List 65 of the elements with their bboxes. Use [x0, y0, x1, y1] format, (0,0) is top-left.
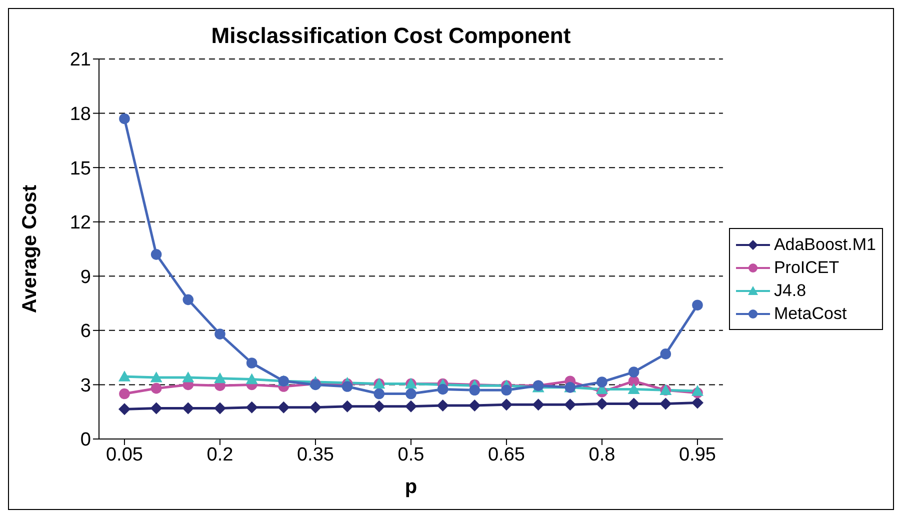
point [628, 383, 640, 394]
y-tick-label: 0 [80, 430, 91, 451]
y-tick-label: 15 [70, 158, 91, 180]
point [214, 402, 226, 414]
x-axis-title: p [404, 476, 418, 498]
point [628, 398, 640, 410]
point [501, 384, 512, 396]
point [214, 328, 226, 340]
x-tick-label: 0.8 [588, 444, 616, 466]
y-tick-label: 9 [80, 266, 91, 288]
x-tick-label: 0.65 [488, 444, 525, 466]
x-tick-label: 0.5 [398, 444, 424, 466]
point [532, 398, 544, 411]
y-tick-label: 3 [80, 375, 91, 396]
point [660, 348, 672, 360]
point [406, 388, 416, 400]
point [500, 398, 512, 411]
point [373, 400, 386, 412]
point [214, 372, 226, 384]
point [437, 384, 448, 395]
point [596, 376, 608, 388]
point [692, 300, 703, 310]
x-tick-label: 0.05 [106, 444, 143, 466]
y-tick-label: 18 [70, 104, 91, 126]
point [150, 402, 162, 414]
point [341, 400, 354, 412]
point [342, 381, 353, 392]
point [119, 113, 130, 124]
point [691, 396, 704, 409]
point [150, 371, 162, 382]
point [118, 370, 130, 382]
point [150, 382, 162, 394]
legend-label: ProICET [774, 257, 840, 279]
point [691, 385, 704, 396]
point [246, 401, 258, 414]
point [374, 388, 385, 400]
point [246, 373, 258, 384]
point [118, 403, 130, 416]
point [436, 400, 449, 412]
point [468, 400, 481, 412]
x-tick-label: 0.35 [296, 444, 334, 466]
legend-label: AdaBoost.M1 [774, 234, 876, 256]
point [182, 371, 194, 382]
y-tick-label: 21 [70, 50, 91, 71]
y-tick-label: 6 [80, 321, 91, 342]
point [182, 402, 194, 414]
legend-label: MetaCost [774, 303, 847, 325]
point [469, 384, 480, 396]
y-tick-label: 12 [70, 212, 91, 234]
point [628, 366, 640, 378]
chart-title: Misclassification Cost Component [210, 23, 572, 49]
x-tick-label: 0.2 [206, 444, 234, 466]
point [404, 400, 417, 412]
point [246, 358, 258, 368]
legend-label: J4.8 [774, 280, 806, 302]
x-tick-label: 0.95 [678, 444, 716, 466]
point [309, 401, 322, 414]
point [564, 398, 576, 411]
point [150, 249, 162, 260]
y-axis-title: Average Cost [19, 184, 42, 314]
point [182, 294, 194, 306]
point [119, 388, 130, 400]
point [660, 398, 672, 410]
point [596, 398, 608, 410]
point [278, 401, 290, 414]
